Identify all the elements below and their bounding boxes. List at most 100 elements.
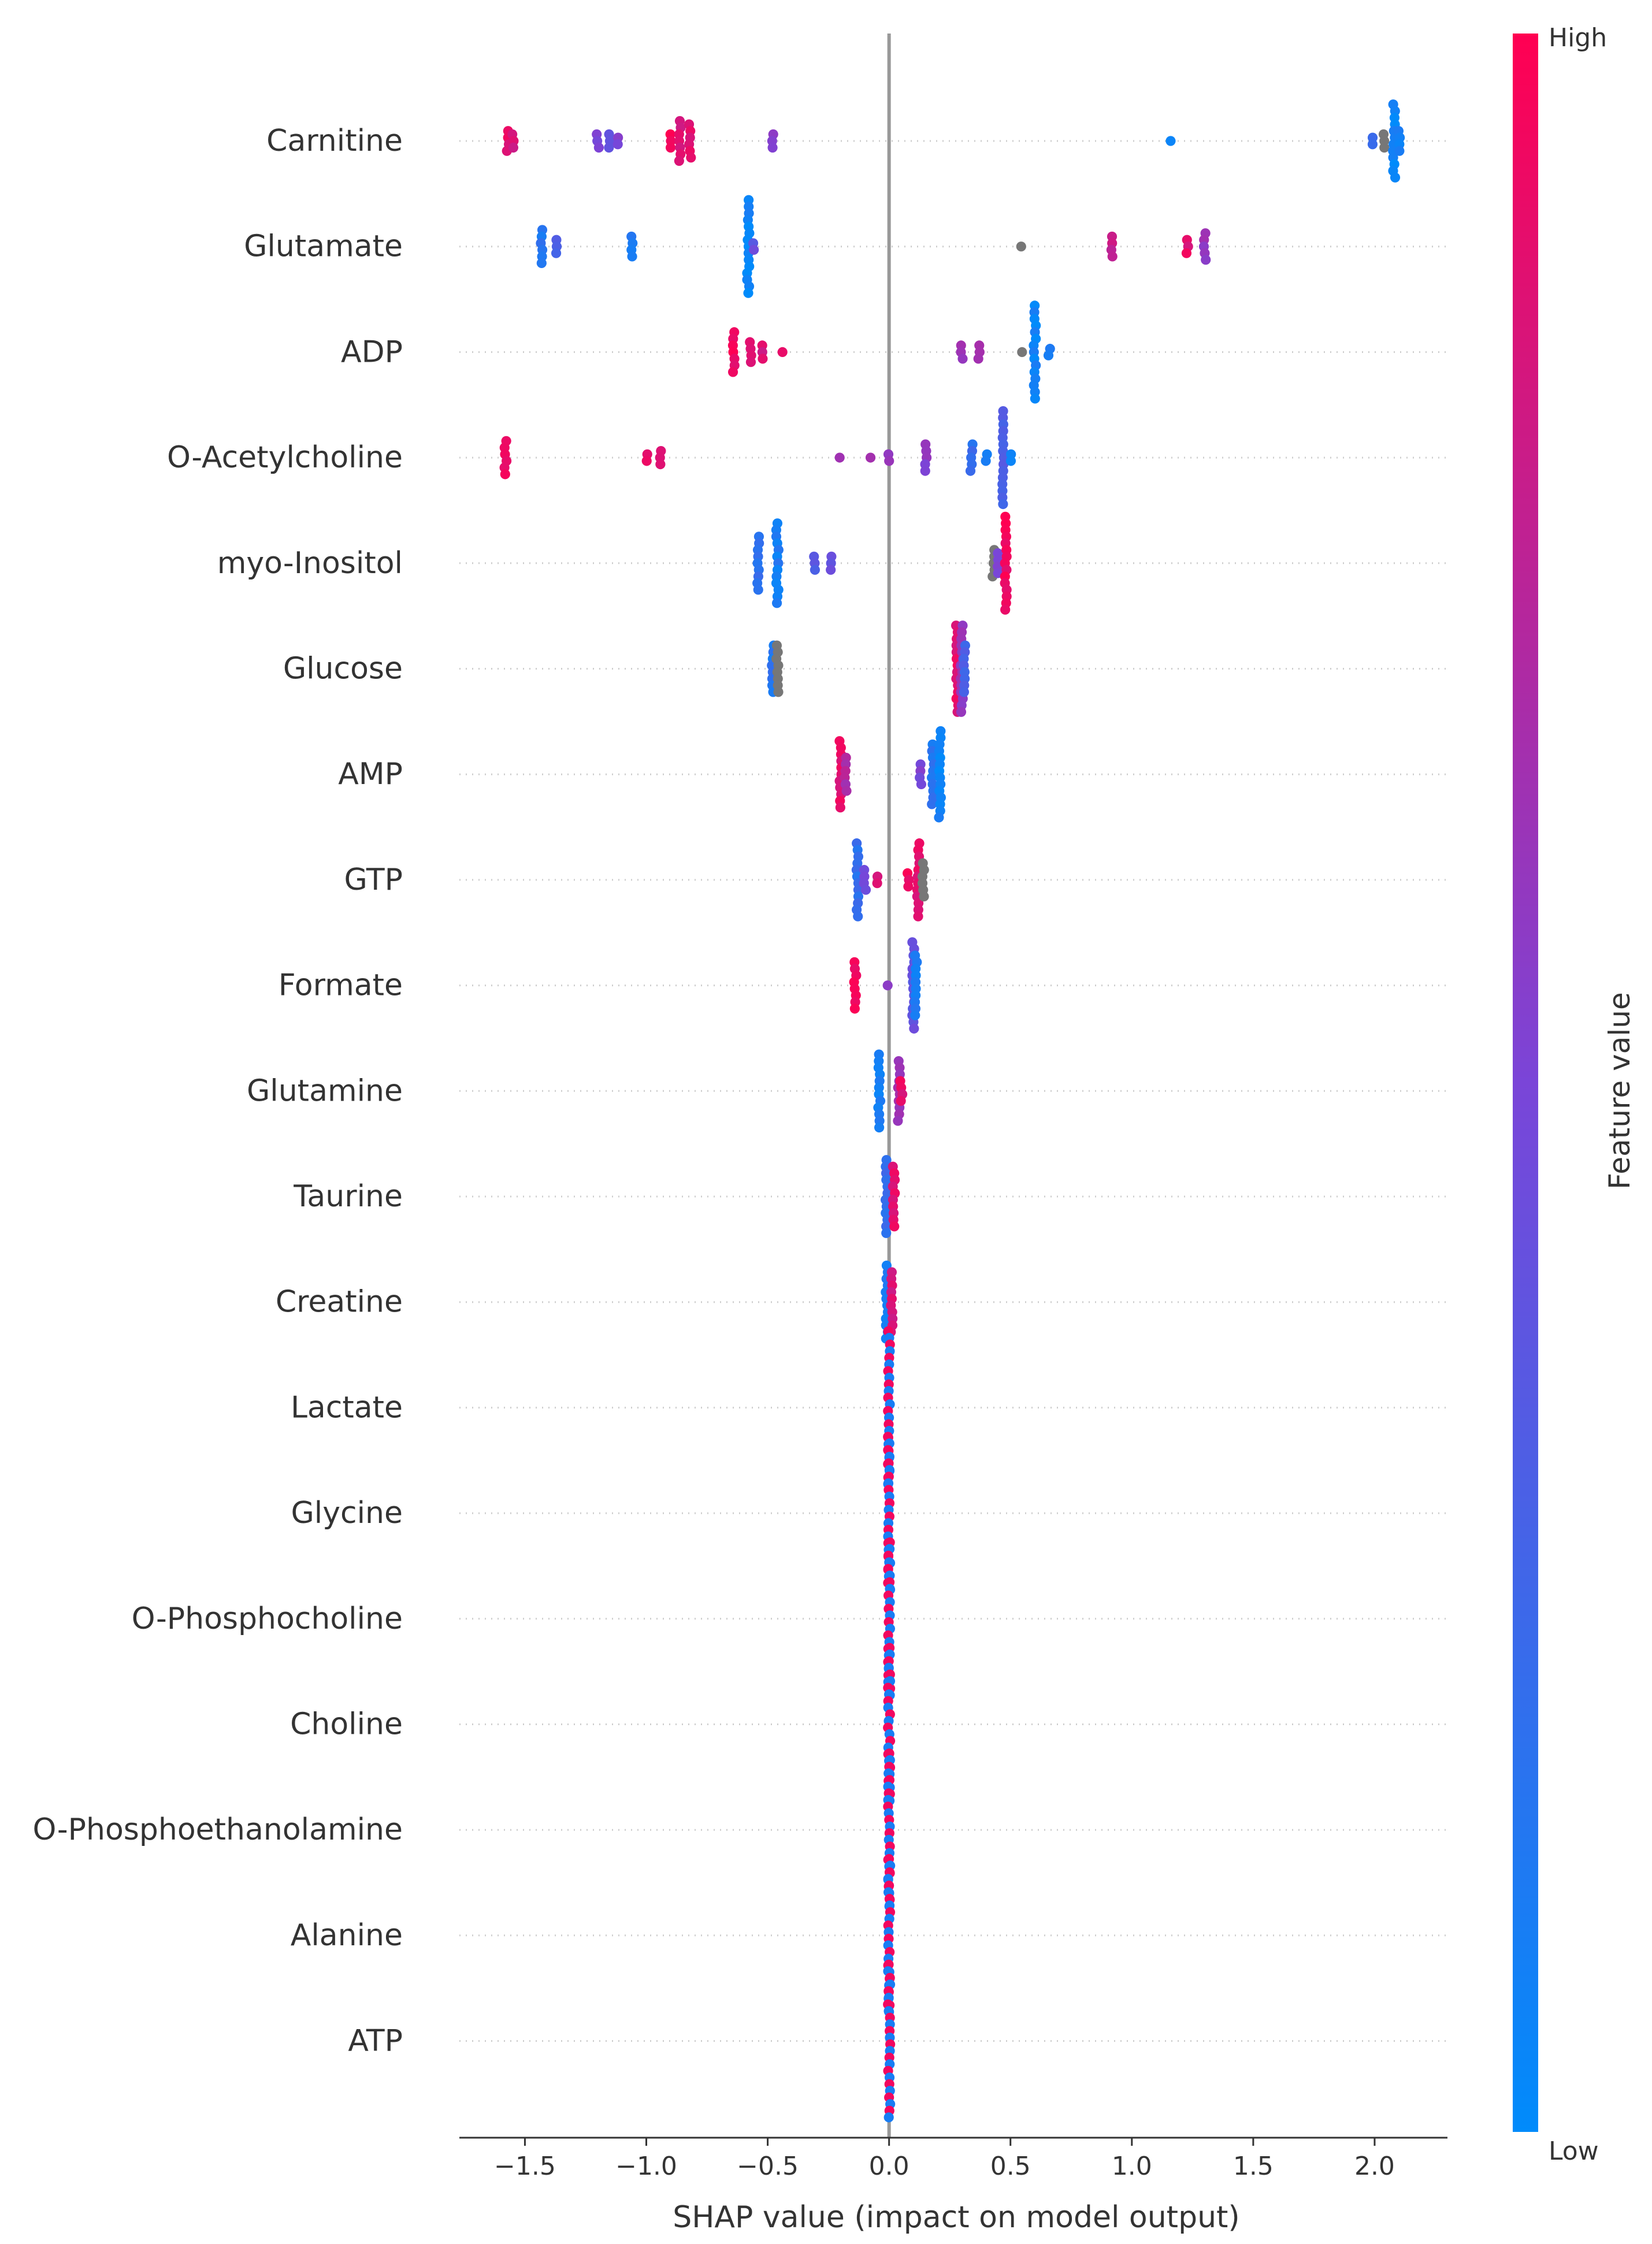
shap-point xyxy=(773,687,784,697)
shap-point xyxy=(536,258,547,269)
shap-point xyxy=(841,786,852,796)
shap-point xyxy=(665,142,676,153)
colorbar: High Low Feature value xyxy=(1513,23,1636,2166)
colorbar-low-label: Low xyxy=(1549,2137,1599,2166)
shap-point xyxy=(853,911,863,922)
x-tick-label: 1.0 xyxy=(1112,2152,1152,2181)
shap-point xyxy=(593,142,604,153)
feature-label: AMP xyxy=(338,757,403,792)
shap-point xyxy=(883,2112,894,2123)
shap-point xyxy=(1165,136,1176,146)
feature-label: Choline xyxy=(290,1707,403,1742)
shap-point xyxy=(893,1116,903,1126)
shap-point xyxy=(826,564,836,575)
x-tick-label: 0.0 xyxy=(869,2152,909,2181)
x-tick-label: 0.5 xyxy=(990,2152,1031,2181)
shap-point xyxy=(727,367,738,377)
shap-point xyxy=(1394,146,1405,156)
shap-point xyxy=(767,142,778,153)
shap-point xyxy=(916,779,926,790)
shap-point xyxy=(956,707,967,717)
feature-label: GTP xyxy=(344,863,403,897)
colorbar-high-label: High xyxy=(1549,23,1607,53)
shap-point xyxy=(758,354,768,364)
x-axis: −1.5 −1.0 −0.5 0.0 0.5 1.0 1.5 2.0 xyxy=(459,2137,1447,2181)
shap-point xyxy=(749,244,759,255)
shap-point xyxy=(860,885,871,895)
shap-point xyxy=(889,1221,900,1232)
shap-point xyxy=(743,288,753,298)
feature-label: Formate xyxy=(279,968,403,1003)
shap-point xyxy=(896,1095,906,1106)
shap-point xyxy=(903,881,914,891)
feature-label: Lactate xyxy=(291,1390,403,1425)
shap-point xyxy=(959,687,970,697)
feature-label: Taurine xyxy=(293,1179,403,1214)
feature-label: Creatine xyxy=(276,1285,403,1320)
shap-point xyxy=(1107,251,1118,262)
shap-point xyxy=(1390,172,1401,183)
shap-point xyxy=(849,1004,860,1014)
shap-point xyxy=(965,466,976,476)
shap-point xyxy=(1005,456,1016,466)
feature-label: Alanine xyxy=(291,1918,403,1953)
shap-point xyxy=(753,585,763,595)
shap-point xyxy=(500,469,510,480)
shap-point xyxy=(973,354,983,364)
feature-label: Carnitine xyxy=(266,124,403,158)
shap-point xyxy=(934,812,944,823)
shap-point xyxy=(604,142,614,153)
x-tick-label: 2.0 xyxy=(1354,2152,1395,2181)
feature-label: ATP xyxy=(348,2024,403,2059)
shap-point xyxy=(835,803,845,813)
x-tick-label: −1.0 xyxy=(615,2152,677,2181)
shap-point xyxy=(674,155,684,166)
shap-point xyxy=(508,142,518,153)
shap-point xyxy=(834,452,845,463)
shap-point xyxy=(745,357,756,367)
shap-point xyxy=(1016,242,1026,252)
shap-points xyxy=(499,99,1405,2123)
shap-point xyxy=(1379,142,1390,153)
shap-point xyxy=(881,1228,892,1238)
shap-point xyxy=(882,980,893,991)
shap-point xyxy=(1017,347,1027,358)
shap-point xyxy=(865,452,876,463)
shap-point xyxy=(627,251,637,262)
feature-label: myo-Inositol xyxy=(217,546,403,581)
shap-point xyxy=(909,1023,919,1034)
shap-point xyxy=(1043,350,1054,361)
x-tick-label: −1.5 xyxy=(494,2152,556,2181)
shap-point xyxy=(874,1122,885,1133)
feature-label: Glucose xyxy=(283,652,403,686)
x-tick-label: −0.5 xyxy=(737,2152,799,2181)
feature-label: ADP xyxy=(341,335,403,369)
colorbar-title: Feature value xyxy=(1603,992,1636,1189)
shap-point xyxy=(612,139,623,150)
shap-point xyxy=(910,1010,920,1020)
shap-point xyxy=(641,456,652,466)
shap-point xyxy=(1201,255,1211,265)
shap-point xyxy=(655,459,666,470)
shap-point xyxy=(920,466,930,476)
shap-point xyxy=(998,499,1008,510)
feature-rows: Carnitine Glutamate ADP O-Acetylcholine myo-… xyxy=(33,124,1447,2059)
shap-point xyxy=(872,878,882,889)
x-axis-label: SHAP value (impact on model output) xyxy=(673,2200,1239,2235)
x-tick-label: 1.5 xyxy=(1233,2152,1274,2181)
shap-point xyxy=(1030,393,1040,404)
shap-point xyxy=(777,347,788,358)
shap-point xyxy=(551,248,562,258)
feature-label: O-Phosphoethanolamine xyxy=(33,1812,403,1847)
shap-point xyxy=(957,354,968,364)
shap-point xyxy=(1000,604,1011,615)
shap-point xyxy=(686,153,696,163)
feature-label: Glutamine xyxy=(247,1073,403,1108)
colorbar-gradient xyxy=(1513,34,1538,2132)
feature-label: Glutamate xyxy=(244,229,403,264)
shap-point xyxy=(771,598,782,608)
shap-point xyxy=(1181,248,1192,258)
shap-point xyxy=(884,456,894,466)
feature-label: O-Acetylcholine xyxy=(167,440,403,475)
